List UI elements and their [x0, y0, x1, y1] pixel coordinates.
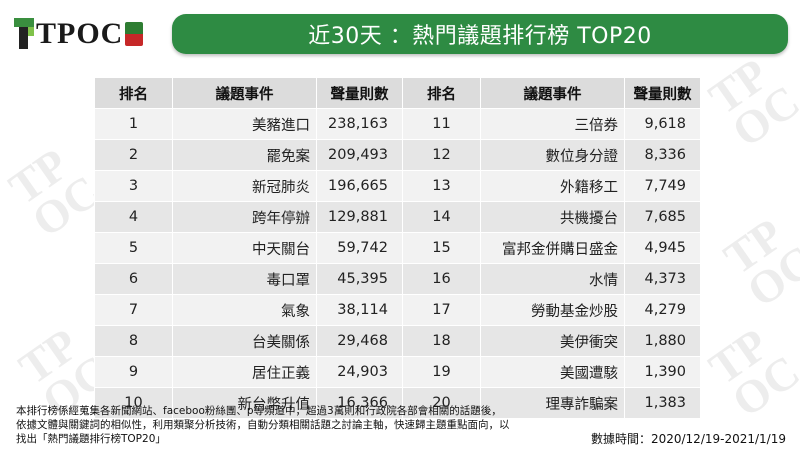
watermark: TP OC [699, 48, 800, 157]
topic-cell: 理專詐騙案 [480, 387, 625, 419]
table-row: 7 氣象 38,114 17 勞動基金炒股 4,279 [94, 294, 701, 326]
count-cell: 4,945 [624, 232, 701, 264]
topic-cell: 美國遭駭 [480, 356, 625, 388]
count-cell: 209,493 [316, 139, 403, 171]
count-cell: 7,685 [624, 201, 701, 233]
logo-badge-icon [125, 22, 144, 46]
rank-cell: 2 [94, 139, 173, 171]
table-row: 4 跨年停辦 129,881 14 共機擾台 7,685 [94, 201, 701, 233]
rank-cell: 15 [402, 232, 481, 264]
column-header: 議題事件 [172, 77, 317, 109]
count-cell: 24,903 [316, 356, 403, 388]
topic-cell: 富邦金併購日盛金 [480, 232, 625, 264]
rank-cell: 11 [402, 108, 481, 140]
rank-cell: 3 [94, 170, 173, 202]
count-cell: 196,665 [316, 170, 403, 202]
rank-cell: 8 [94, 325, 173, 357]
column-header: 議題事件 [480, 77, 625, 109]
rank-cell: 18 [402, 325, 481, 357]
rank-cell: 7 [94, 294, 173, 326]
topic-cell: 外籍移工 [480, 170, 625, 202]
count-cell: 16,366 [316, 387, 403, 419]
table-row: 8 台美關係 29,468 18 美伊衝突 1,880 [94, 325, 701, 357]
table-row: 6 毒口罩 45,395 16 水情 4,373 [94, 263, 701, 295]
count-cell: 59,742 [316, 232, 403, 264]
rank-cell: 9 [94, 356, 173, 388]
topic-cell: 勞動基金炒股 [480, 294, 625, 326]
table-row: 2 罷免案 209,493 12 數位身分證 8,336 [94, 139, 701, 171]
topic-cell: 共機擾台 [480, 201, 625, 233]
column-header: 聲量則數 [624, 77, 701, 109]
topic-cell: 毒口罩 [172, 263, 317, 295]
count-cell: 45,395 [316, 263, 403, 295]
footnote: 本排行榜係經蒐集各新聞網站、faceboo粉絲團、p等頻道中，超過3萬則和行政院… [16, 404, 536, 446]
watermark: TP OC [714, 208, 800, 317]
topic-cell: 居住正義 [172, 356, 317, 388]
rank-cell: 14 [402, 201, 481, 233]
rank-cell: 5 [94, 232, 173, 264]
footnote-line: 依據文體與關鍵詞的相似性，利用類聚分析技術，自動分類相關話題之討論主軸，快速歸主… [16, 419, 510, 431]
table-row: 10 新台幣升值 16,366 20 理專詐騙案 1,383 [94, 387, 701, 419]
count-cell: 1,390 [624, 356, 701, 388]
count-cell: 7,749 [624, 170, 701, 202]
footnote-line: 找出「熱門議題排行榜TOP20」 [16, 433, 166, 445]
topic-cell: 新冠肺炎 [172, 170, 317, 202]
watermark: TP OC [699, 318, 800, 427]
count-cell: 1,383 [624, 387, 701, 419]
column-header: 聲量則數 [316, 77, 403, 109]
brand-logo: TPOC [14, 14, 144, 54]
count-cell: 4,279 [624, 294, 701, 326]
footnote-line: 本排行榜係經蒐集各新聞網站、faceboo粉絲團、p等頻道中，超過3萬則和行政院… [16, 405, 502, 417]
count-cell: 8,336 [624, 139, 701, 171]
data-date-range: 數據時間：2020/12/19-2021/1/19 [590, 432, 786, 446]
count-cell: 38,114 [316, 294, 403, 326]
topic-cell: 氣象 [172, 294, 317, 326]
rank-cell: 16 [402, 263, 481, 295]
count-cell: 9,618 [624, 108, 701, 140]
table-row: 9 居住正義 24,903 19 美國遭駭 1,390 [94, 356, 701, 388]
table-header-row: 排名 議題事件 聲量則數 排名 議題事件 聲量則數 [94, 77, 701, 109]
rank-cell: 17 [402, 294, 481, 326]
topic-cell: 美豬進口 [172, 108, 317, 140]
topic-cell: 水情 [480, 263, 625, 295]
count-cell: 29,468 [316, 325, 403, 357]
table-row: 5 中天關台 59,742 15 富邦金併購日盛金 4,945 [94, 232, 701, 264]
column-header: 排名 [94, 77, 173, 109]
ranking-table: 排名 議題事件 聲量則數 排名 議題事件 聲量則數 1 美豬進口 238,163 11… [94, 77, 701, 419]
topic-cell: 中天關台 [172, 232, 317, 264]
rank-cell: 19 [402, 356, 481, 388]
topic-cell: 美伊衝突 [480, 325, 625, 357]
rank-cell: 10 [94, 387, 173, 419]
topic-cell: 數位身分證 [480, 139, 625, 171]
title-banner: 近30天 ：熱門議題排行榜 TOP20 [172, 14, 788, 54]
page-title: 近30天 ：熱門議題排行榜 TOP20 [308, 24, 652, 49]
count-cell: 129,881 [316, 201, 403, 233]
table-row: 3 新冠肺炎 196,665 13 外籍移工 7,749 [94, 170, 701, 202]
watermark: TP OC [0, 138, 109, 247]
count-cell: 238,163 [316, 108, 403, 140]
rank-cell: 13 [402, 170, 481, 202]
count-cell: 4,373 [624, 263, 701, 295]
logo-mark-icon [14, 14, 34, 54]
topic-cell: 罷免案 [172, 139, 317, 171]
topic-cell: 跨年停辦 [172, 201, 317, 233]
table-row: 1 美豬進口 238,163 11 三倍券 9,618 [94, 108, 701, 140]
topic-cell: 三倍券 [480, 108, 625, 140]
rank-cell: 12 [402, 139, 481, 171]
rank-cell: 6 [94, 263, 173, 295]
count-cell: 1,880 [624, 325, 701, 357]
rank-cell: 1 [94, 108, 173, 140]
topic-cell: 台美關係 [172, 325, 317, 357]
column-header: 排名 [402, 77, 481, 109]
rank-cell: 4 [94, 201, 173, 233]
logo-text: TPOC [36, 17, 124, 50]
